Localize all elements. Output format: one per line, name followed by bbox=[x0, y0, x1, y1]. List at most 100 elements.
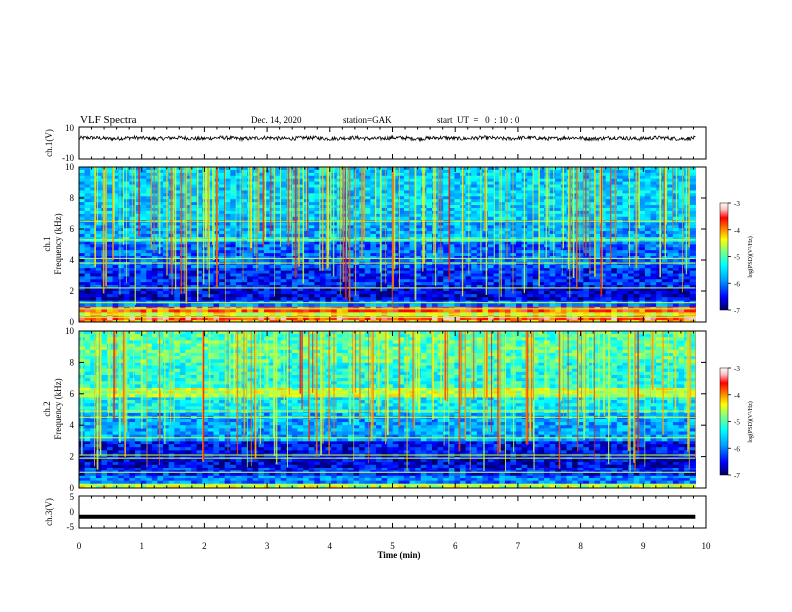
spectrogram-cell bbox=[460, 297, 467, 301]
spectrogram-cell bbox=[314, 244, 321, 248]
spectrogram-cell bbox=[678, 187, 685, 191]
spectrogram-cell bbox=[269, 303, 276, 307]
spectrogram-cell bbox=[112, 244, 119, 248]
spectrogram-cell bbox=[331, 282, 338, 286]
spectrogram-cell bbox=[415, 264, 422, 269]
spectrogram-cell bbox=[241, 190, 248, 194]
spectrogram-cell bbox=[493, 228, 500, 232]
spectrogram-cell bbox=[521, 294, 528, 298]
spectrogram-cell bbox=[269, 241, 276, 245]
spectrogram-cell bbox=[588, 291, 596, 295]
spectrogram-cell bbox=[398, 167, 405, 171]
spectrogram-cell bbox=[381, 264, 388, 269]
spectrogram-cell bbox=[398, 256, 405, 260]
spectrogram-cell bbox=[353, 228, 360, 232]
spectrogram-cell bbox=[577, 276, 584, 280]
spectrogram-cell bbox=[415, 244, 422, 248]
spectrogram-cell bbox=[263, 187, 271, 191]
spectrogram-cell bbox=[443, 273, 450, 277]
spectrogram-cell bbox=[454, 222, 461, 226]
spectrogram-cell bbox=[174, 187, 181, 191]
spectrogram-cell bbox=[146, 303, 153, 307]
spectrogram-cell bbox=[403, 169, 411, 174]
spectrogram-cell bbox=[504, 267, 512, 272]
spectrogram-cell bbox=[644, 291, 652, 295]
spectrogram-cell bbox=[146, 244, 153, 248]
spectrogram-cell bbox=[280, 231, 287, 235]
spectrogram-cell bbox=[527, 172, 534, 177]
spectrogram-cell bbox=[258, 319, 265, 323]
spectrogram-cell bbox=[179, 253, 187, 257]
spectrogram-cell bbox=[185, 294, 192, 298]
spectrogram-cell bbox=[499, 222, 506, 226]
spectrogram-cell bbox=[224, 273, 231, 277]
spectrogram-cell bbox=[628, 306, 635, 310]
spectrogram-cell bbox=[247, 244, 254, 248]
spectrogram-cell bbox=[163, 285, 170, 289]
spectrogram-cell bbox=[639, 294, 646, 298]
spectrogram-cell bbox=[191, 294, 198, 298]
spectrogram-cell bbox=[532, 233, 540, 238]
spectrogram-cell bbox=[123, 306, 131, 310]
spectrogram-cell bbox=[95, 228, 103, 232]
spectrogram-cell bbox=[123, 225, 131, 229]
spectrogram-cell bbox=[314, 231, 321, 235]
spectrogram-cell bbox=[179, 236, 187, 240]
spectrogram-cell bbox=[639, 309, 646, 313]
spectrogram-cell bbox=[235, 247, 243, 251]
spectrogram-cell bbox=[387, 270, 394, 274]
spectrogram-cell bbox=[219, 222, 226, 226]
spectrogram-cell bbox=[196, 253, 203, 257]
spectrogram-cell bbox=[689, 222, 696, 226]
spectrogram-cell bbox=[79, 236, 86, 240]
spectrogram-cell bbox=[325, 291, 332, 295]
spectrogram-cell bbox=[241, 273, 248, 277]
spectrogram-cell bbox=[482, 231, 489, 235]
spectrogram-cell bbox=[577, 172, 584, 177]
spectrogram-cell bbox=[90, 291, 97, 295]
spectrogram-cell bbox=[146, 236, 153, 240]
spectrogram-cell bbox=[555, 303, 562, 307]
spectrogram-cell bbox=[577, 253, 584, 257]
spectrogram-cell bbox=[448, 233, 455, 238]
spectrogram-cell bbox=[90, 222, 97, 226]
spectrogram-cell bbox=[207, 264, 215, 269]
spectrogram-cell bbox=[516, 222, 523, 226]
spectrogram-cell bbox=[482, 294, 489, 298]
spectrogram-cell bbox=[656, 258, 663, 263]
spectrogram-cell bbox=[572, 270, 579, 274]
spectrogram-cell bbox=[538, 187, 545, 191]
spectrogram-cell bbox=[544, 319, 551, 323]
spectrogram-cell bbox=[454, 276, 461, 280]
spectrogram-cell bbox=[577, 233, 584, 238]
spectrogram-cell bbox=[179, 187, 187, 191]
spectrogram-cell bbox=[689, 291, 696, 295]
spectrogram-cell bbox=[616, 228, 624, 232]
spectrogram-cell bbox=[594, 267, 601, 272]
spectrogram-cell bbox=[588, 167, 596, 171]
spectrogram-cell bbox=[504, 297, 512, 301]
spectrogram-cell bbox=[112, 256, 119, 260]
spectrogram-cell bbox=[616, 181, 624, 185]
spectrogram-cell bbox=[611, 190, 618, 194]
spectrogram-cell bbox=[146, 233, 153, 238]
spectrogram-cell bbox=[157, 297, 164, 301]
spectrogram-cell bbox=[224, 190, 231, 194]
spectrogram-cell bbox=[476, 276, 484, 280]
spectrogram-cell bbox=[387, 187, 394, 191]
spectrogram-cell bbox=[549, 228, 556, 232]
spectrogram-cell bbox=[639, 167, 646, 171]
spectrogram-cell bbox=[224, 244, 231, 248]
spectrogram-cell bbox=[605, 167, 612, 171]
spectrogram-cell bbox=[387, 169, 394, 174]
spectrogram-cell bbox=[605, 184, 612, 188]
spectrogram-cell bbox=[493, 236, 500, 240]
spectrogram-cell bbox=[90, 181, 97, 185]
spectrogram-cell bbox=[471, 297, 478, 301]
spectrogram-cell bbox=[112, 193, 119, 197]
spectrogram-cell bbox=[291, 306, 299, 310]
spectrogram-cell bbox=[336, 169, 343, 174]
spectrogram-cell bbox=[465, 297, 472, 301]
spectrogram-cell bbox=[364, 178, 371, 183]
spectrogram-cell bbox=[628, 303, 635, 307]
